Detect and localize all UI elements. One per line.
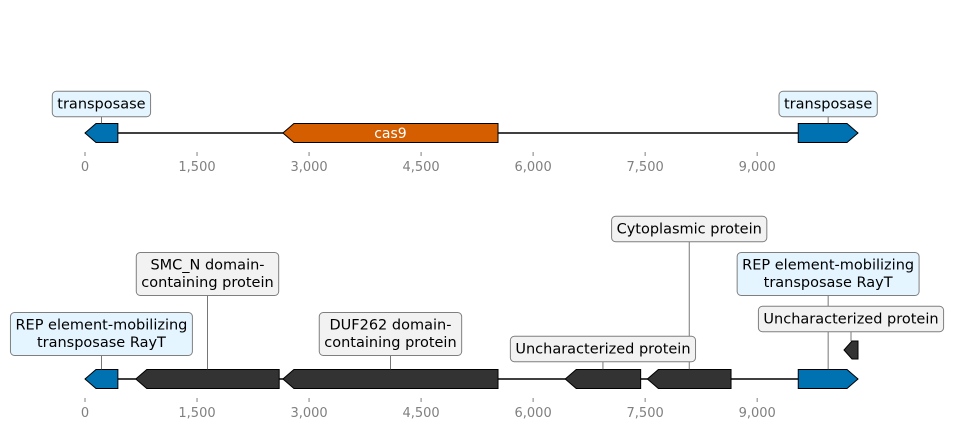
gene-arrow[interactable] (797, 123, 859, 143)
axis-tick-label: 9,000 (739, 406, 776, 421)
label-box (736, 252, 920, 296)
gene-arrow[interactable] (135, 369, 280, 389)
gene-arrow[interactable] (84, 369, 119, 389)
gene-label: Uncharacterized protein (757, 305, 945, 333)
gene-label-text: transposase RayT (764, 275, 893, 291)
gene-arrow[interactable] (564, 369, 642, 389)
label-box (9, 312, 193, 356)
gene-transposase[interactable] (84, 355, 119, 389)
gene-label: Uncharacterized protein (509, 335, 697, 363)
gene-label-text: Cytoplasmic protein (617, 221, 762, 237)
track-2: 0 1,500 3,000 4,500 6,000 7,500 9,000 (81, 241, 859, 421)
gene-transposase[interactable] (797, 116, 859, 143)
gene-transposase[interactable] (84, 116, 119, 143)
axis-tick-label: 1,500 (178, 160, 215, 175)
axis-tick-label: 1,500 (178, 406, 215, 421)
gene-label-text: DUF262 domain- (329, 318, 451, 334)
gene-arrow[interactable] (797, 369, 859, 389)
gene-label-text: transposase RayT (37, 335, 166, 351)
axis-tick-label: 0 (81, 160, 89, 175)
gene-arrow[interactable] (843, 340, 859, 360)
axis: 0 1,500 3,000 4,500 6,000 7,500 9,000 (81, 398, 776, 421)
axis-tick-label: 4,500 (402, 406, 439, 421)
gene-label-text: transposase (784, 96, 872, 112)
gene-label-text: transposase (57, 96, 145, 112)
label-box (611, 215, 768, 243)
label-box (51, 90, 152, 118)
axis-tick-label: 7,500 (627, 160, 664, 175)
gene-arrow[interactable] (646, 369, 732, 389)
gene-label-text: Uncharacterized protein (763, 311, 938, 327)
axis-tick-label: 0 (81, 406, 89, 421)
gene-arrow[interactable] (282, 123, 499, 143)
axis-tick-label: 4,500 (402, 160, 439, 175)
gene-label: transposase (778, 90, 878, 118)
axis-tick-label: 3,000 (290, 406, 327, 421)
axis-tick-label: 6,000 (515, 160, 552, 175)
track-1: 0 1,500 3,000 4,500 6,000 7,500 9,000 cas9 (81, 116, 859, 175)
label-box (757, 305, 945, 333)
gene-label-text: REP element-mobilizing (742, 258, 914, 274)
label-box (509, 335, 697, 363)
gene-other[interactable] (843, 331, 859, 360)
gene-other[interactable] (282, 355, 499, 389)
gene-label-text: REP element-mobilizing (15, 318, 187, 334)
label-box (135, 252, 280, 296)
gene-other[interactable] (646, 241, 732, 389)
gene-label-text: containing protein (324, 335, 456, 351)
gene-arrow[interactable] (282, 369, 499, 389)
axis-tick-label: 6,000 (515, 406, 552, 421)
gene-label: SMC_N domain-containing protein (135, 252, 280, 296)
gene-other[interactable] (564, 361, 642, 389)
gene-inner-label: cas9 (374, 126, 406, 142)
gene-label: Cytoplasmic protein (611, 215, 768, 243)
gene-label: transposase (51, 90, 152, 118)
gene-label-text: Uncharacterized protein (515, 341, 690, 357)
label-box (778, 90, 878, 118)
label-box (318, 312, 463, 356)
gene-label-text: SMC_N domain- (150, 258, 264, 274)
gene-cas9[interactable]: cas9 (282, 123, 499, 143)
axis: 0 1,500 3,000 4,500 6,000 7,500 9,000 (81, 152, 776, 175)
gene-arrow[interactable] (84, 123, 119, 143)
gene-label-text: containing protein (141, 275, 273, 291)
gene-other[interactable] (135, 295, 280, 389)
gene-label: DUF262 domain-containing protein (318, 312, 463, 356)
axis-tick-label: 9,000 (739, 160, 776, 175)
axis-tick-label: 3,000 (290, 160, 327, 175)
axis-tick-label: 7,500 (627, 406, 664, 421)
